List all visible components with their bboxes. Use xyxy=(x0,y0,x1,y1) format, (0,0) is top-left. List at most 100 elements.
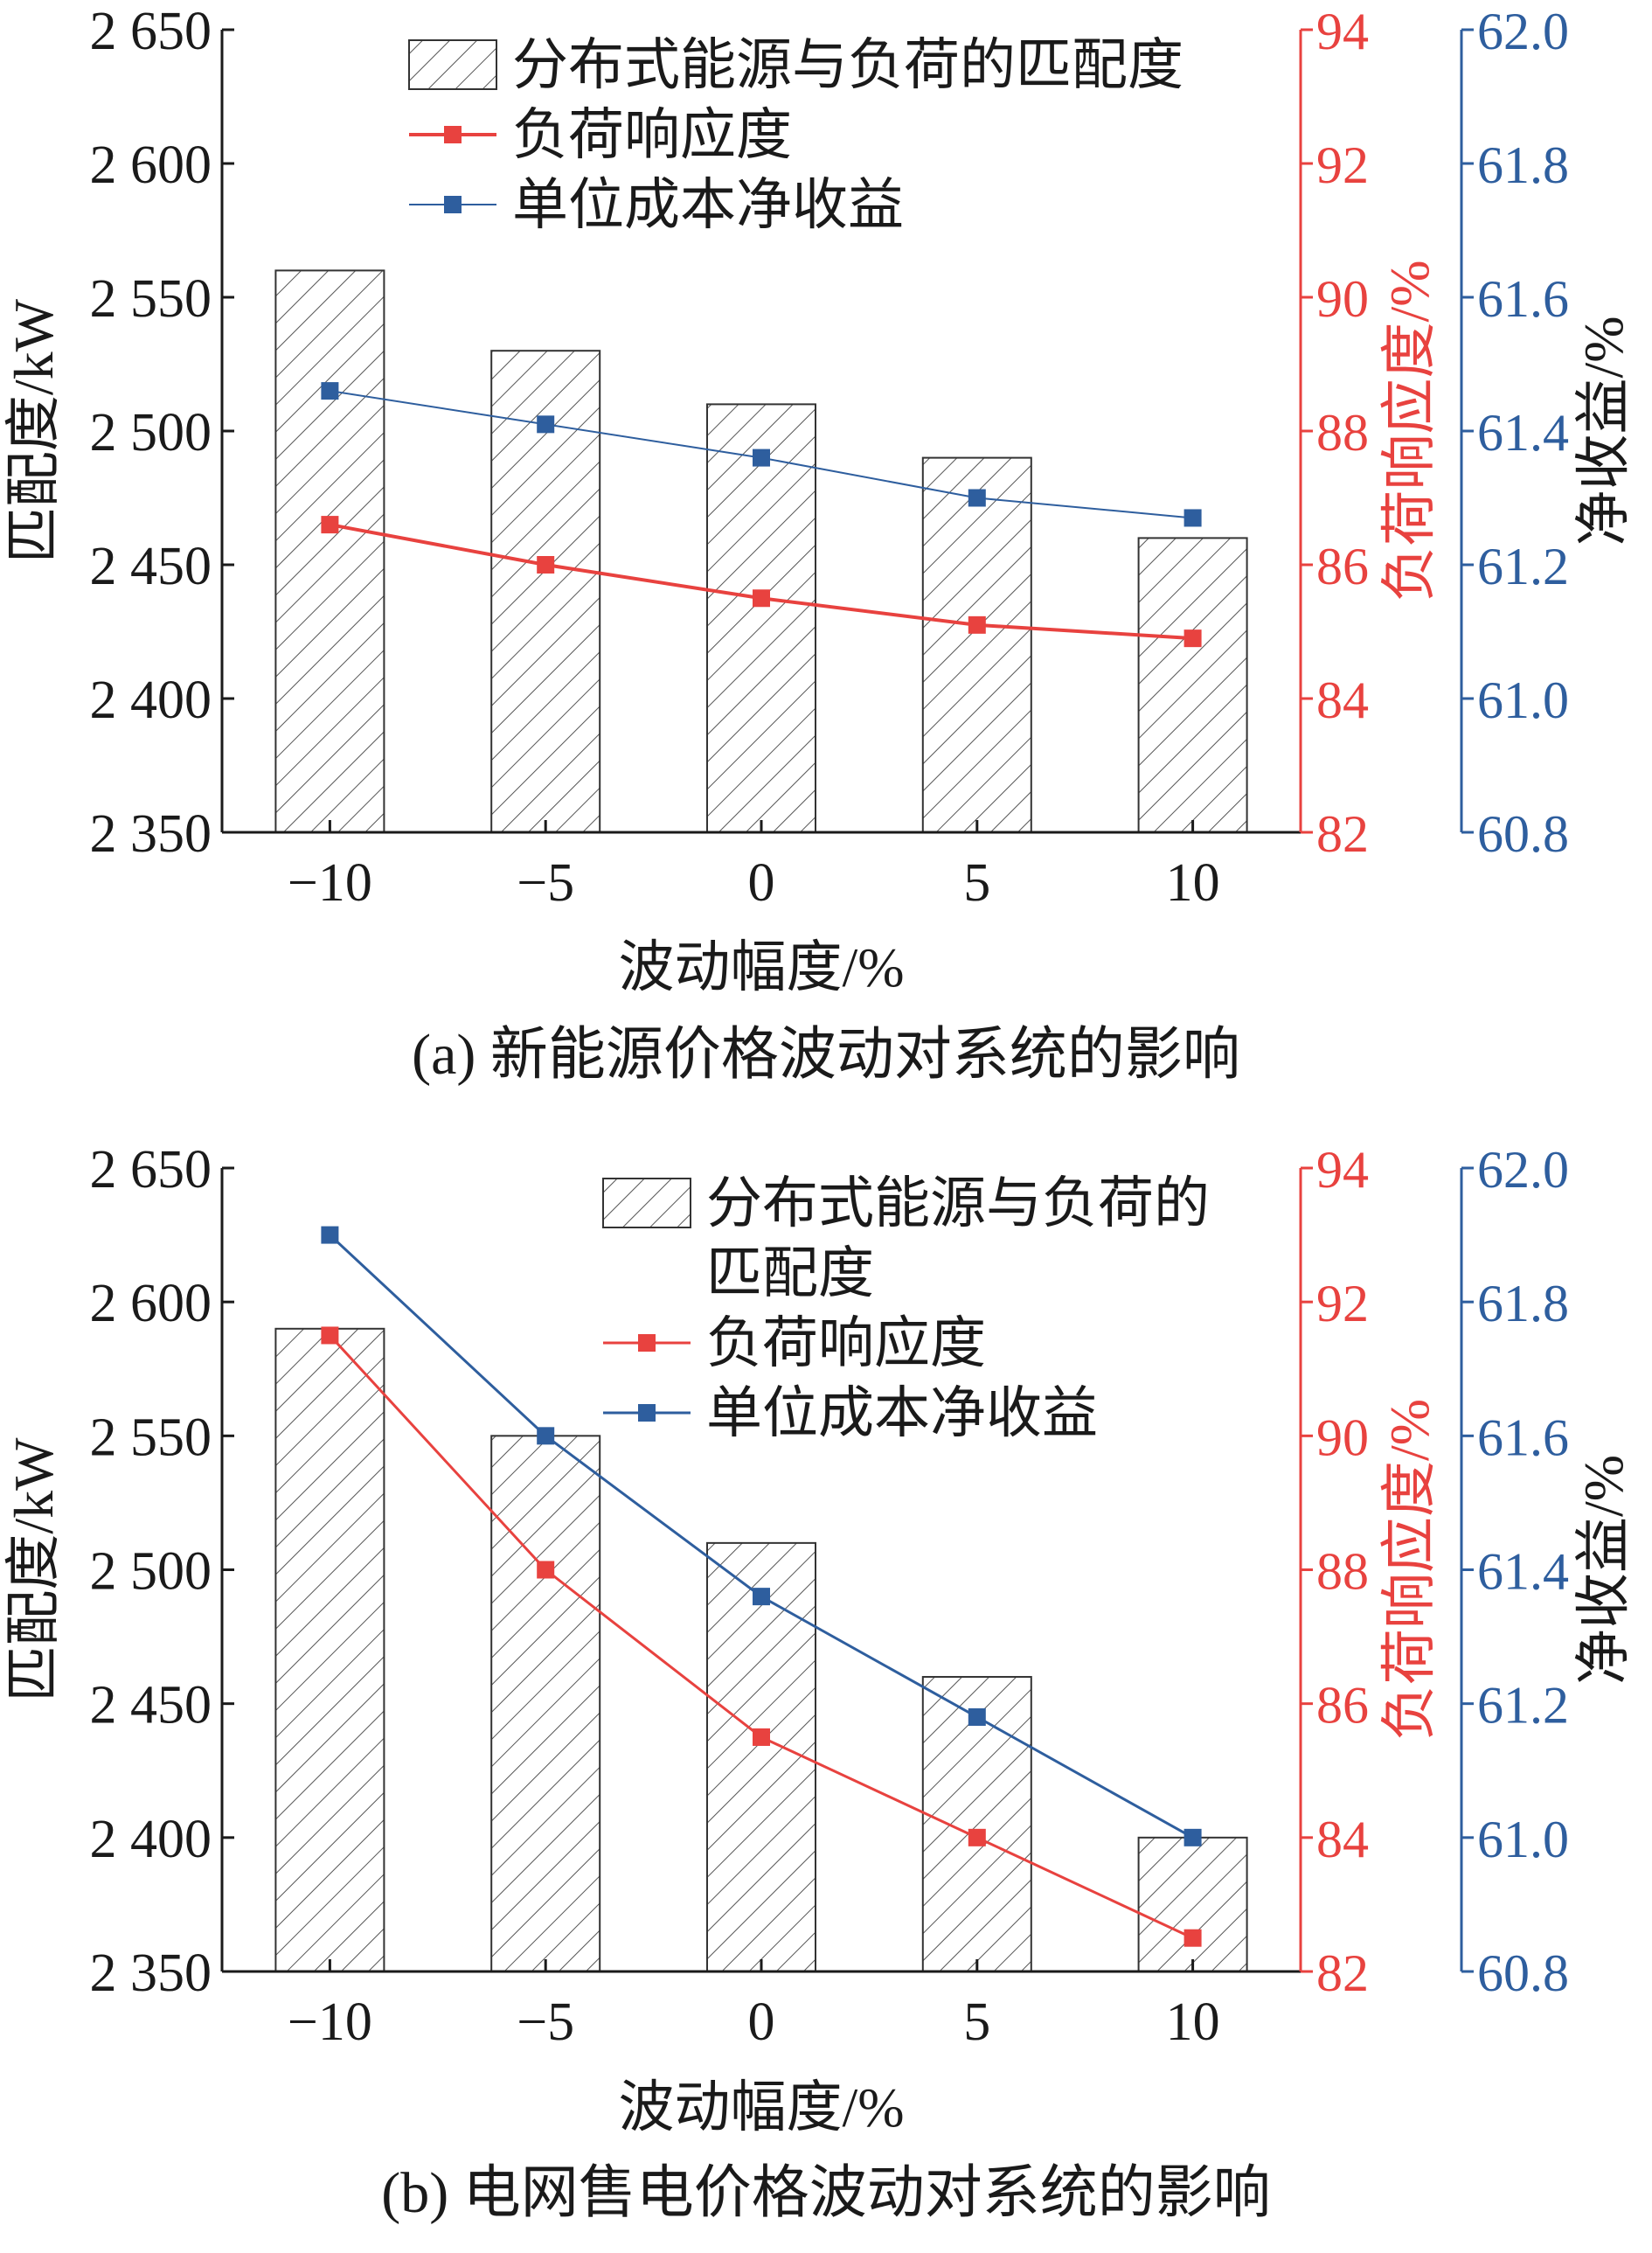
legend-red-swatch-marker xyxy=(444,126,462,143)
left-axis-title: 匹配度/kW xyxy=(3,298,65,563)
x-tick-label: −5 xyxy=(517,1992,574,2052)
legend-label: 单位成本净收益 xyxy=(706,1382,1098,1444)
red-tick-label: 90 xyxy=(1316,270,1369,328)
left-tick-label: 2 500 xyxy=(90,1542,212,1602)
legend-bar-swatch xyxy=(602,1178,691,1228)
blue-tick-label: 61.0 xyxy=(1477,671,1569,729)
net-profit-point xyxy=(1183,509,1202,527)
net-profit-point xyxy=(968,489,986,507)
blue-tick-label: 62.0 xyxy=(1477,1141,1569,1199)
blue-tick-label: 61.4 xyxy=(1477,1543,1569,1601)
bar xyxy=(706,403,816,833)
blue-tick-label: 62.0 xyxy=(1477,3,1569,60)
net-profit-point xyxy=(753,449,770,467)
chart-panel-b: 2 350 2 400 2 450 2 500 2 550 2 600 2 650 82 84 8… xyxy=(3,1140,1635,2225)
net-profit-point xyxy=(968,1707,986,1726)
red-tick-label: 92 xyxy=(1316,1275,1369,1332)
right-axis-title: 净收益/% xyxy=(1572,316,1635,546)
red-tick-label: 94 xyxy=(1316,1141,1369,1199)
blue-tick-label: 60.8 xyxy=(1477,805,1569,863)
bar xyxy=(274,269,385,833)
blue-tick-label: 61.8 xyxy=(1477,136,1569,194)
red-tick-label: 82 xyxy=(1316,805,1369,863)
bar xyxy=(490,1435,601,1973)
net-profit-point xyxy=(537,415,555,434)
load-response-point xyxy=(968,615,986,634)
x-tick-label: 10 xyxy=(1166,853,1220,913)
net-profit-point xyxy=(537,1427,555,1445)
left-tick-label: 2 500 xyxy=(90,403,212,462)
legend-label: 单位成本净收益 xyxy=(512,174,904,236)
x-tick-label: −10 xyxy=(288,853,372,913)
blue-tick-label: 61.2 xyxy=(1477,1677,1569,1735)
red-tick-label: 82 xyxy=(1316,1944,1369,2002)
red-axis-title: 负荷响应度/% xyxy=(1378,260,1440,601)
chart-panel-a: 2 350 2 400 2 450 2 500 2 550 2 600 2 650 82 84 8… xyxy=(3,2,1635,1087)
left-tick-label: 2 350 xyxy=(90,804,212,864)
load-response-point xyxy=(1183,629,1202,648)
bar xyxy=(1137,1836,1248,1972)
blue-tick-label: 61.8 xyxy=(1477,1275,1569,1332)
x-tick-label: 0 xyxy=(748,1992,775,2052)
x-tick-label: −5 xyxy=(517,853,574,913)
x-axis-title: 波动幅度/% xyxy=(618,936,904,998)
load-response-point xyxy=(753,1728,770,1746)
right-axis-title: 净收益/% xyxy=(1572,1455,1635,1685)
figure-caption: (a) 新能源价格波动对系统的影响 xyxy=(412,1023,1240,1087)
left-tick-label: 2 350 xyxy=(90,1944,212,2003)
x-tick-label: 5 xyxy=(963,853,990,913)
left-axis-title: 匹配度/kW xyxy=(3,1437,65,1702)
red-tick-label: 94 xyxy=(1316,3,1369,60)
blue-tick-label: 61.0 xyxy=(1477,1811,1569,1868)
legend-blue-swatch-marker xyxy=(444,196,462,213)
legend-blue-swatch-marker xyxy=(638,1404,656,1422)
load-response-point xyxy=(537,556,555,574)
left-tick-label: 2 650 xyxy=(90,2,212,61)
x-tick-label: −10 xyxy=(288,1992,372,2052)
left-tick-label: 2 550 xyxy=(90,269,212,329)
red-tick-label: 84 xyxy=(1316,1811,1369,1868)
red-tick-label: 90 xyxy=(1316,1408,1369,1466)
legend-red-swatch-marker xyxy=(638,1334,656,1352)
net-profit-point xyxy=(321,1226,339,1244)
blue-tick-label: 61.2 xyxy=(1477,538,1569,595)
load-response-point xyxy=(321,1326,339,1345)
legend-label: 负荷响应度 xyxy=(512,104,792,166)
left-tick-label: 2 450 xyxy=(90,537,212,596)
figure-caption: (b) 电网售电价格波动对系统的影响 xyxy=(381,2161,1270,2225)
load-response-point xyxy=(321,516,339,534)
bar xyxy=(706,1541,816,1973)
red-tick-label: 88 xyxy=(1316,404,1369,462)
red-tick-label: 84 xyxy=(1316,671,1369,729)
net-profit-point xyxy=(753,1588,770,1606)
left-tick-label: 2 650 xyxy=(90,1140,212,1200)
legend-label: 匹配度 xyxy=(706,1242,874,1304)
left-tick-label: 2 450 xyxy=(90,1676,212,1735)
x-tick-label: 10 xyxy=(1166,1992,1220,2052)
bar xyxy=(921,1676,1032,1972)
load-response-point xyxy=(968,1828,986,1846)
load-response-point xyxy=(1183,1929,1202,1947)
blue-tick-label: 61.4 xyxy=(1477,404,1569,462)
blue-tick-label: 60.8 xyxy=(1477,1944,1569,2002)
legend-bar-swatch xyxy=(408,39,497,90)
red-tick-label: 86 xyxy=(1316,538,1369,595)
x-tick-label: 0 xyxy=(748,853,775,913)
x-axis-title: 波动幅度/% xyxy=(618,2076,904,2138)
red-tick-label: 92 xyxy=(1316,136,1369,194)
legend-label: 分布式能源与负荷的匹配度 xyxy=(512,34,1183,96)
bar xyxy=(274,1327,385,1973)
left-tick-label: 2 600 xyxy=(90,1274,212,1333)
load-response-point xyxy=(537,1561,555,1579)
bar xyxy=(921,456,1032,833)
legend-label: 负荷响应度 xyxy=(706,1312,986,1374)
left-tick-label: 2 600 xyxy=(90,136,212,195)
net-profit-point xyxy=(321,382,339,400)
red-tick-label: 88 xyxy=(1316,1543,1369,1601)
red-axis-title: 负荷响应度/% xyxy=(1378,1399,1440,1741)
x-tick-label: 5 xyxy=(963,1992,990,2052)
left-tick-label: 2 400 xyxy=(90,671,212,730)
net-profit-point xyxy=(1183,1828,1202,1846)
blue-tick-label: 61.6 xyxy=(1477,1408,1569,1466)
